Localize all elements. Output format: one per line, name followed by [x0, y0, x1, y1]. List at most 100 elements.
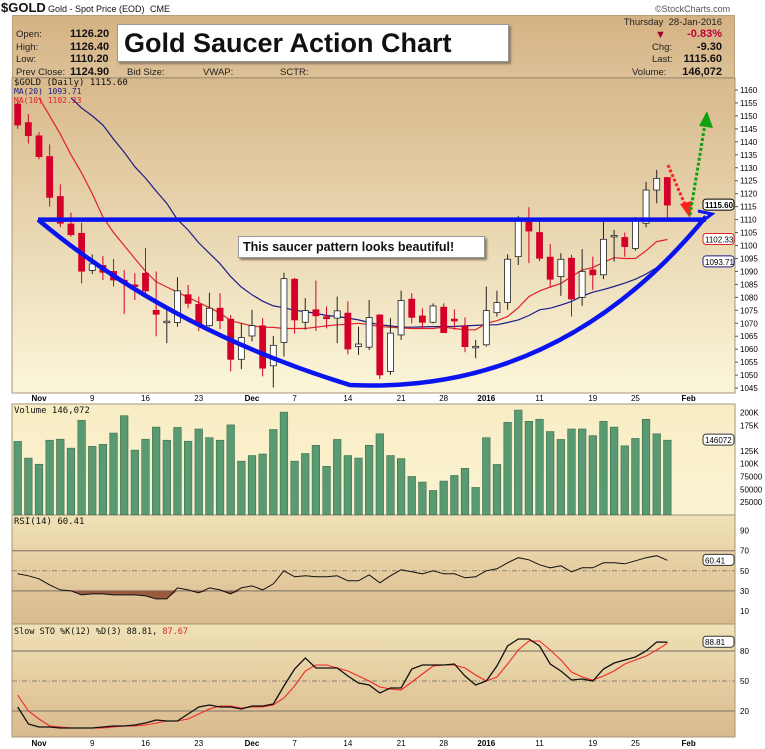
prev-close-value: 1124.90: [70, 66, 110, 78]
candle-down: [142, 272, 149, 292]
sto-tick-label: 50: [740, 677, 749, 686]
sto-legend-k: Slow STO %K(12) %D(3) 88.81,: [14, 627, 158, 637]
candle-down: [663, 177, 671, 206]
price-tick-label: 1080: [740, 293, 758, 302]
candle-down: [568, 257, 575, 300]
candle-down: [184, 294, 192, 304]
candle-up: [174, 290, 181, 323]
last-value: 1115.60: [683, 53, 722, 65]
top-date-label: 14: [343, 394, 352, 403]
last-price-badge-box: [702, 198, 735, 211]
volume-bar: [631, 438, 640, 516]
price-tick-label: 1090: [740, 267, 758, 276]
red-dotted-arrow: [666, 164, 688, 208]
top-date-label: 7: [292, 394, 297, 403]
bottom-date-label: Dec: [245, 739, 260, 748]
annotation-note: This saucer pattern looks beautiful!: [238, 236, 485, 258]
candle-down: [450, 318, 458, 322]
candle-up: [493, 302, 501, 314]
candle-up: [504, 258, 512, 303]
price-tick-label: 1130: [740, 164, 758, 173]
ma10-badge: 1102.33: [705, 235, 734, 244]
sctr-label: SCTR:: [280, 67, 309, 78]
ma10-line: [38, 97, 668, 331]
bottom-date-label: Nov: [31, 739, 47, 748]
volume-bar: [173, 427, 182, 516]
volume-bar: [258, 453, 267, 516]
volume-bar: [333, 439, 342, 516]
ma20-badge: 1093.71: [705, 258, 734, 267]
volume-bar: [311, 445, 321, 516]
candle-up: [333, 310, 341, 319]
candle-up: [301, 310, 309, 323]
volume-bar: [386, 455, 395, 516]
instrument-name: Gold - Spot Price (EOD): [48, 4, 145, 14]
volume-bar: [439, 480, 448, 516]
candle-up: [387, 332, 394, 372]
price-tick-label: 1120: [740, 190, 758, 199]
price-tick-label: 1050: [740, 371, 758, 380]
low-label: Low:: [16, 54, 37, 65]
change-percent: -0.83%: [687, 28, 722, 40]
candle-down: [56, 196, 64, 224]
volume-bar: [620, 445, 629, 516]
volume-bar: [365, 445, 374, 516]
rsi-oversold-fill: [17, 590, 668, 599]
volume-bar: [418, 481, 427, 516]
rsi-tick-label: 70: [740, 547, 749, 556]
volume-bar: [407, 476, 416, 516]
bid-size-label: Bid Size:: [127, 67, 165, 78]
volume-bar: [322, 465, 331, 516]
volume-bar: [88, 446, 97, 516]
volume-tick-label: 175K: [740, 421, 759, 430]
candle-down: [376, 314, 384, 376]
volume-tick-label: 75000: [740, 472, 763, 481]
candle-up: [653, 177, 661, 191]
volume-bar: [641, 418, 651, 516]
price-tick-label: 1150: [740, 112, 758, 121]
top-date-label: 28: [439, 394, 448, 403]
rsi-tick-label: 50: [740, 567, 749, 576]
sto-legend: Slow STO %K(12) %D(3) 88.81, 87.67: [14, 628, 188, 637]
candle-down: [418, 315, 426, 323]
volume-value: 146,072: [682, 66, 722, 78]
bottom-date-label: 19: [588, 739, 597, 748]
candle-down: [589, 269, 597, 276]
volume-bar: [56, 438, 65, 516]
top-date-label: 25: [631, 394, 640, 403]
ma10-legend: MA(10) 1102.33: [14, 96, 82, 105]
down-triangle-icon: ▼: [655, 29, 666, 41]
high-value: 1126.40: [70, 41, 110, 53]
vwap-label: VWAP:: [203, 67, 234, 78]
volume-bar: [269, 429, 278, 516]
top-date-label: Feb: [682, 394, 696, 403]
volume-bar: [503, 422, 512, 516]
volume-bar: [471, 487, 480, 516]
volume-bar: [524, 421, 533, 516]
volume-bar: [492, 464, 502, 516]
volume-bar: [13, 441, 22, 516]
volume-bar: [34, 463, 44, 516]
bottom-date-label: 7: [292, 739, 297, 748]
price-tick-label: 1145: [740, 125, 758, 134]
quote-date: Thursday 28-Jan-2016: [624, 17, 722, 28]
volume-bar: [460, 468, 470, 516]
candle-up: [632, 218, 639, 249]
rsi-badge: 60.41: [705, 556, 726, 565]
price-tick-label: 1140: [740, 138, 758, 147]
volume-bar: [599, 421, 608, 516]
rsi-line: [17, 555, 668, 600]
prev-close-label: Prev Close:: [16, 67, 66, 78]
volume-bar: [247, 455, 257, 516]
volume-bar: [609, 426, 619, 516]
sto-badge: 88.81: [705, 638, 726, 647]
bottom-date-label: 11: [535, 739, 544, 748]
top-date-label: 21: [397, 394, 406, 403]
price-tick-label: 1105: [740, 229, 758, 238]
symbol: $GOLD: [1, 0, 46, 15]
ma10-badge-box: [702, 232, 735, 245]
price-tick-label: 1095: [740, 254, 758, 263]
exchange: CME: [150, 4, 170, 14]
